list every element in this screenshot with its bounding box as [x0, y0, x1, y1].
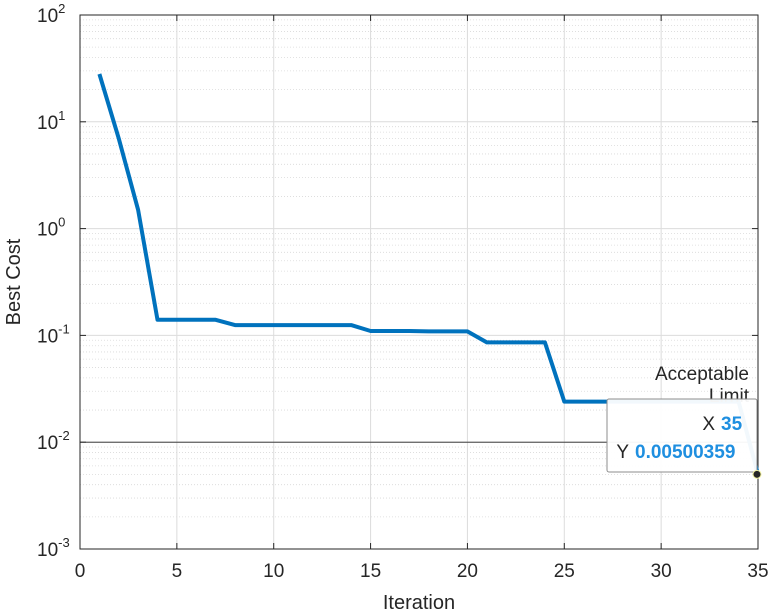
y-tick-labels: 10-3 10-2 10-1 100 101 102 — [37, 1, 70, 561]
x-tick-label: 30 — [651, 561, 672, 582]
datatip-y-label: Y — [616, 442, 629, 463]
x-tick-labels: 0 5 10 15 20 25 30 35 — [75, 561, 769, 582]
acceptable-limit-label-line1: Acceptable — [655, 364, 749, 385]
datatip-box — [606, 398, 758, 473]
x-axis-label: Iteration — [383, 592, 455, 614]
plot-area-border — [79, 14, 759, 550]
y-axis-label: Best Cost — [3, 238, 25, 325]
y-tick-label: 10-1 — [37, 321, 70, 347]
datatip-marker[interactable] — [752, 469, 762, 479]
y-tick-label: 10-2 — [37, 428, 70, 454]
x-tick-label: 25 — [554, 561, 575, 582]
y-tick-label: 100 — [37, 215, 65, 241]
x-tick-label: 0 — [75, 561, 86, 582]
x-tick-label: 15 — [360, 561, 381, 582]
x-tick-label: 10 — [263, 561, 284, 582]
x-tick-label: 5 — [172, 561, 183, 582]
x-tick-label: 35 — [747, 561, 768, 582]
x-tick-label: 20 — [457, 561, 478, 582]
datatip-x-label: X — [702, 414, 715, 435]
datatip[interactable]: X 35 Y 0.00500359 — [606, 398, 758, 473]
datatip-y-value: 0.00500359 — [635, 442, 735, 463]
y-tick-label: 102 — [37, 1, 65, 27]
datatip-x-value: 35 — [721, 414, 743, 435]
y-tick-label: 10-3 — [37, 535, 70, 561]
y-tick-label: 101 — [37, 108, 65, 134]
